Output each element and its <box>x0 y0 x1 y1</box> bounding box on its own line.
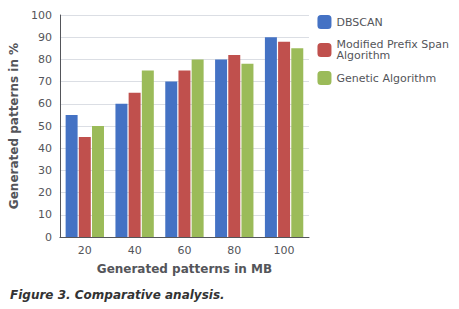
svg-text:Modified Prefix Span: Modified Prefix Span <box>336 38 449 51</box>
svg-text:90: 90 <box>38 31 52 44</box>
svg-text:100: 100 <box>274 244 295 257</box>
svg-text:0: 0 <box>45 231 52 244</box>
svg-text:20: 20 <box>38 186 52 199</box>
svg-text:50: 50 <box>38 120 52 133</box>
svg-text:80: 80 <box>38 53 52 66</box>
svg-text:100: 100 <box>31 9 52 22</box>
svg-text:Generated patterns in MB: Generated patterns in MB <box>97 262 272 276</box>
svg-text:10: 10 <box>38 208 52 221</box>
svg-text:Genetic Algorithm: Genetic Algorithm <box>336 72 436 85</box>
svg-text:60: 60 <box>38 97 52 110</box>
svg-text:20: 20 <box>78 244 92 257</box>
svg-text:30: 30 <box>38 164 52 177</box>
svg-text:DBSCAN: DBSCAN <box>336 16 382 29</box>
svg-text:40: 40 <box>38 142 52 155</box>
svg-text:Algorithm: Algorithm <box>336 49 390 62</box>
svg-text:40: 40 <box>128 244 142 257</box>
svg-text:60: 60 <box>177 244 191 257</box>
svg-text:Figure 3. Comparative analysis: Figure 3. Comparative analysis. <box>10 288 225 302</box>
svg-text:Generated patterns in %: Generated patterns in % <box>7 43 21 209</box>
svg-text:80: 80 <box>227 244 241 257</box>
svg-text:70: 70 <box>38 75 52 88</box>
